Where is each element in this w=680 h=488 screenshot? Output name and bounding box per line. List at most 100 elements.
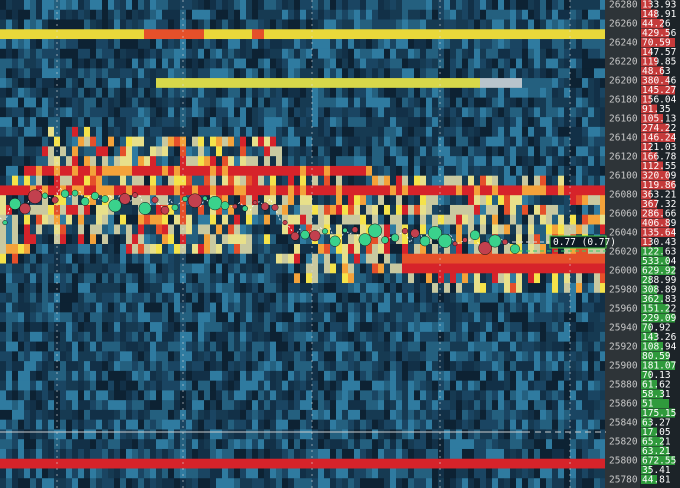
heat-cell: [36, 9, 42, 21]
heat-cell: [66, 78, 72, 89]
heat-cell: [144, 97, 150, 108]
heat-cell: [516, 195, 522, 206]
heat-cell: [444, 263, 450, 274]
heat-cell: [402, 204, 408, 216]
heat-cell: [552, 195, 558, 206]
heat-cell: [312, 214, 318, 225]
heat-cell: [54, 234, 60, 245]
heat-cell: [198, 439, 204, 450]
heat-cell: [132, 253, 138, 265]
heat-cell: [408, 156, 414, 167]
heat-cell: [372, 361, 378, 372]
heat-cell: [42, 68, 48, 79]
heat-cell: [0, 400, 6, 411]
heat-cell: [258, 146, 264, 157]
heat-cell: [600, 68, 606, 79]
heat-cell: [408, 175, 414, 186]
heat-cell: [12, 409, 18, 421]
heat-cell: [384, 107, 390, 118]
heat-cell: [84, 302, 90, 313]
heat-cell: [126, 341, 132, 352]
heat-cell: [396, 165, 402, 177]
heat-cell: [132, 39, 138, 50]
heat-cell: [96, 0, 102, 11]
heat-cell: [516, 29, 522, 40]
heat-cell: [90, 341, 96, 352]
heat-cell: [36, 468, 42, 479]
heat-cell: [576, 400, 582, 411]
heat-cell: [564, 341, 570, 352]
heat-cell: [84, 458, 90, 469]
heat-cell: [312, 292, 318, 304]
heat-cell: [414, 351, 420, 362]
heat-cell: [366, 458, 372, 469]
heat-cell: [486, 273, 492, 284]
heat-cell: [132, 244, 138, 255]
heat-cell: [342, 448, 348, 460]
heat-cell: [516, 234, 522, 245]
heat-cell: [408, 439, 414, 450]
heat-cell: [594, 224, 600, 235]
heat-cell: [396, 439, 402, 450]
heat-cell: [588, 341, 594, 352]
heat-cell: [552, 273, 558, 284]
heat-cell: [138, 322, 144, 333]
heat-cell: [228, 107, 234, 118]
heat-cell: [504, 302, 510, 313]
heat-cell: [552, 283, 558, 294]
heat-cell: [234, 68, 240, 79]
heat-cell: [96, 175, 102, 186]
heat-cell: [192, 244, 198, 255]
heat-cell: [66, 68, 72, 79]
heat-cell: [516, 117, 522, 128]
heat-cell: [456, 175, 462, 186]
heat-cell: [300, 19, 306, 30]
heat-cell: [348, 19, 354, 30]
heat-cell: [30, 468, 36, 479]
heat-cell: [366, 409, 372, 421]
heat-cell: [222, 185, 228, 196]
heat-cell: [360, 107, 366, 118]
heat-cell: [312, 9, 318, 21]
heat-cell: [522, 253, 528, 265]
heat-cell: [48, 351, 54, 362]
heat-cell: [582, 361, 588, 372]
heat-cell: [150, 468, 156, 479]
heat-cell: [564, 448, 570, 460]
heat-cell: [360, 78, 366, 89]
heat-cell: [6, 390, 12, 401]
heat-cell: [582, 126, 588, 138]
heat-cell: [162, 195, 168, 206]
heat-cell: [522, 224, 528, 235]
heat-cell: [168, 68, 174, 79]
heat-cell: [102, 39, 108, 50]
heat-cell: [156, 322, 162, 333]
heat-cell: [108, 302, 114, 313]
heat-cell: [336, 263, 342, 274]
heat-cell: [384, 322, 390, 333]
heat-cell: [408, 273, 414, 284]
heat-cell: [42, 400, 48, 411]
heat-cell: [126, 244, 132, 255]
heat-cell: [120, 48, 126, 60]
heat-cell: [492, 351, 498, 362]
heat-cell: [462, 380, 468, 391]
heat-cell: [540, 439, 546, 450]
heat-cell: [270, 78, 276, 89]
heat-cell: [402, 263, 408, 274]
heat-cell: [390, 273, 396, 284]
heat-cell: [102, 283, 108, 294]
heat-cell: [420, 78, 426, 89]
heat-cell: [390, 146, 396, 157]
heat-cell: [66, 175, 72, 186]
heat-cell: [354, 19, 360, 30]
heat-cell: [60, 9, 66, 21]
heat-cell: [78, 439, 84, 450]
heat-cell: [144, 409, 150, 421]
heat-cell: [294, 400, 300, 411]
heat-cell: [390, 351, 396, 362]
heat-cell: [198, 107, 204, 118]
heat-cell: [48, 58, 54, 69]
heat-cell: [6, 214, 12, 225]
heat-cell: [168, 107, 174, 118]
